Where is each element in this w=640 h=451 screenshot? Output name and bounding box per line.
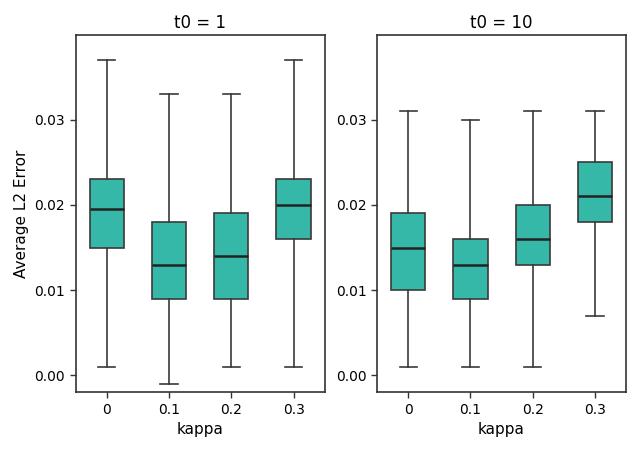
PathPatch shape <box>276 179 310 239</box>
Y-axis label: Average L2 Error: Average L2 Error <box>14 149 29 278</box>
X-axis label: kappa: kappa <box>478 422 525 437</box>
PathPatch shape <box>214 213 248 299</box>
Title: t0 = 1: t0 = 1 <box>174 14 226 32</box>
PathPatch shape <box>516 205 550 265</box>
PathPatch shape <box>391 213 425 290</box>
Title: t0 = 10: t0 = 10 <box>470 14 533 32</box>
PathPatch shape <box>578 162 612 222</box>
PathPatch shape <box>453 239 488 299</box>
X-axis label: kappa: kappa <box>177 422 223 437</box>
PathPatch shape <box>90 179 124 248</box>
PathPatch shape <box>152 222 186 299</box>
